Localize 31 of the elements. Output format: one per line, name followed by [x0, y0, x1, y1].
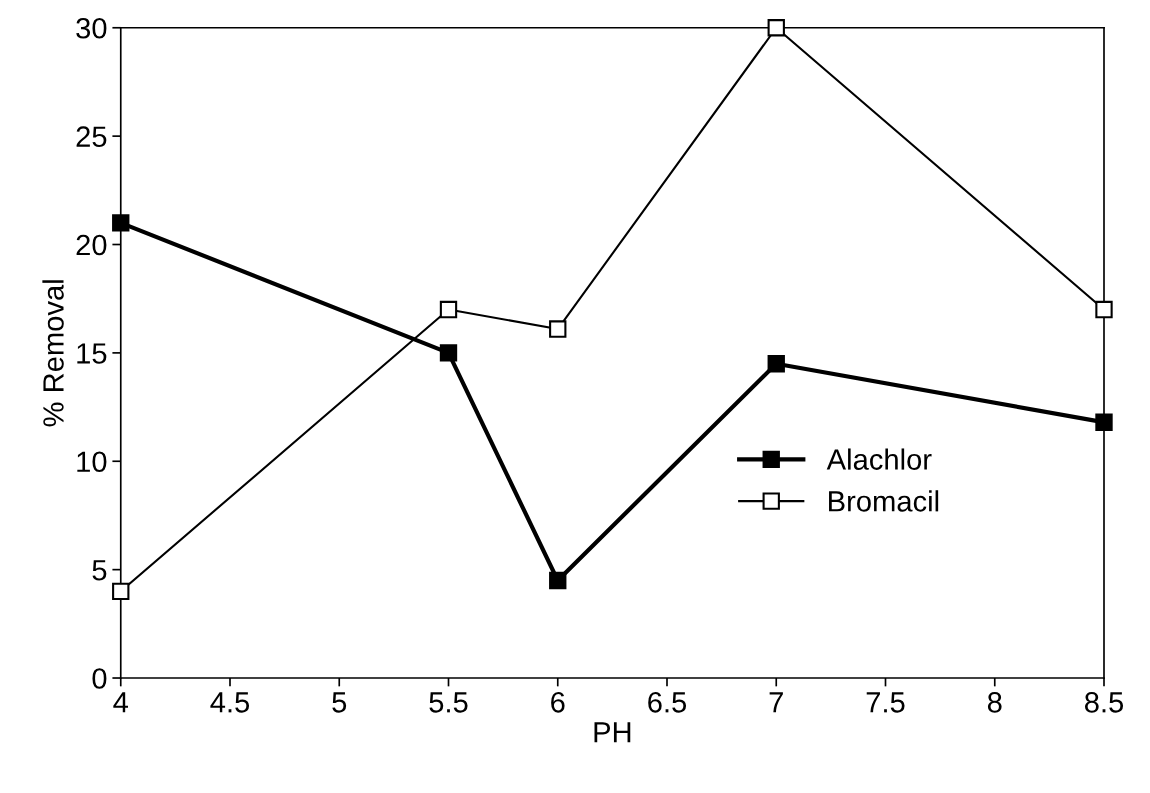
point — [549, 571, 567, 590]
y-tick-label: 25 — [76, 126, 107, 147]
x-axis-title: PH — [594, 722, 631, 743]
point — [549, 320, 567, 338]
point — [112, 582, 130, 600]
point — [1095, 300, 1113, 319]
x-tick-label: 8 — [987, 691, 1002, 713]
legend-label: Alachlor — [826, 448, 932, 470]
x-tick-label: 4.5 — [210, 692, 250, 713]
x-tick-label: 7.5 — [866, 692, 905, 713]
legend-label: Bromacil — [829, 490, 939, 512]
point — [767, 19, 785, 37]
x-tick-label: 5.5 — [429, 692, 468, 713]
point — [112, 214, 130, 232]
x-tick-label: 6.5 — [648, 691, 687, 713]
y-tick-label: 20 — [76, 234, 107, 256]
x-tick-label: 5 — [332, 692, 347, 713]
point — [1095, 413, 1113, 431]
x-tick-label: 4 — [113, 692, 129, 713]
y-tick-label: 0 — [92, 668, 107, 689]
x-tick-label: 7 — [769, 692, 783, 713]
x-tick-label: 8.5 — [1085, 691, 1124, 713]
point — [767, 355, 785, 373]
y-tick-label: 15 — [77, 343, 107, 364]
point — [439, 300, 458, 319]
y-tick-label: 30 — [76, 17, 107, 39]
y-tick-label: 5 — [92, 560, 107, 581]
y-tick-label: 10 — [77, 451, 107, 473]
x-tick-label: 6 — [551, 691, 565, 713]
point — [439, 344, 458, 362]
y-axis-title: % Removal — [42, 280, 64, 427]
